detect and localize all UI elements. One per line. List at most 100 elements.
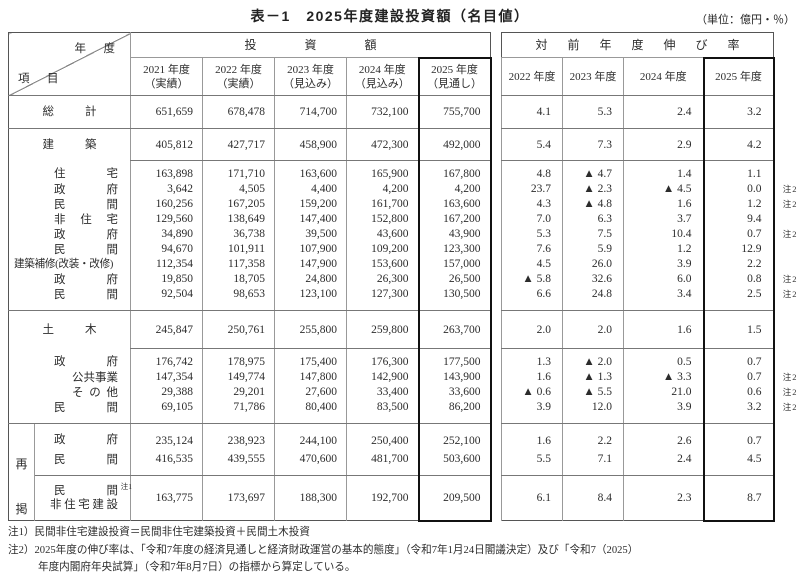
growth-value-cell: 7.5 — [562, 227, 624, 242]
growth-row-juutaku-seifu: 23.7 ▲ 2.3 ▲ 4.5 0.0 注2 — [501, 182, 797, 197]
growth-value-cell: 0.6 注2 — [702, 385, 797, 400]
investment-value-cell: 188,300 — [274, 475, 347, 521]
growth-value-cell: ▲ 5.5 — [562, 385, 624, 400]
growth-value-cell: 12.0 — [562, 400, 624, 424]
investment-value-cell: 107,900 — [274, 242, 347, 257]
row-label-cell: 政府 — [9, 227, 131, 242]
investment-value-cell: 26,300 — [346, 272, 419, 287]
growth-row-saikei-minkan-hijuutaku: 6.1 8.4 2.3 8.7 — [501, 475, 775, 522]
row-label-cell: 民間 注1 非住宅建設 — [35, 476, 132, 521]
row-label-line: 住宅 — [9, 167, 118, 181]
table-row-hijuutaku-minkan: 民間 94,670 101,911 107,900 109,200 123,300 — [9, 242, 492, 257]
investment-value-cell: 160,256 — [130, 197, 203, 212]
investment-value-cell: 651,659 — [130, 95, 203, 129]
growth-value-cell: ▲ 4.7 — [562, 160, 624, 182]
growth-value-cell: 23.7 — [501, 182, 563, 197]
growth-value-cell: 0.5 — [623, 348, 704, 370]
growth-value-cell: 2.9 — [623, 128, 704, 161]
investment-value-cell: 147,900 — [274, 257, 347, 272]
row-label-cell: 民間 — [34, 449, 131, 476]
investment-value-cell: 175,400 — [274, 348, 347, 370]
col-header-2025: 2025 年度 （見通し） — [417, 56, 492, 96]
row-label: 政府 — [54, 433, 118, 446]
growth-value-cell: 0.8 注2 — [702, 272, 797, 287]
investment-value-cell: 71,786 — [202, 400, 275, 424]
row-label-line: 政府 — [9, 355, 118, 369]
row-label-line: 民間 — [9, 198, 118, 212]
footnote-1: 注1）民間非住宅建設投資＝民間非住宅建築投資＋民間土木投資 — [8, 527, 310, 538]
growth-value-cell: 6.3 — [562, 212, 624, 227]
investment-value-cell: 4,200 — [346, 182, 419, 197]
row-label-cell: その他 — [9, 385, 131, 400]
investment-value-cell: 192,700 — [346, 475, 419, 521]
row-label: 総計 — [42, 106, 97, 118]
row-label: 政府 — [54, 183, 118, 196]
investment-value-cell: 86,200 — [417, 400, 492, 424]
growth-row-hoshuu-minkan: 6.6 24.8 3.4 2.5 注2 — [501, 287, 797, 311]
row-label: その他 — [72, 386, 118, 399]
investment-value-cell: 159,200 — [274, 197, 347, 212]
unit-label: （単位：億円・％） — [696, 14, 795, 26]
investment-value-cell: 27,600 — [274, 385, 347, 400]
growth-col-header-2022: 2022 年度 — [501, 57, 563, 96]
footnote-2-line1: 注2）2025年度の伸び率は、「令和7年度の経済見通しと経済財政運営の基本的態度… — [8, 544, 639, 556]
growth-value-cell: 5.5 — [501, 449, 563, 476]
growth-value-cell: 0.7 — [702, 423, 775, 450]
row-label: 民間 注1 — [54, 482, 132, 497]
growth-value-cell: 1.1 — [702, 160, 775, 182]
growth-value-cell: 26.0 — [562, 257, 624, 272]
row-label-line: 総計 — [9, 105, 130, 119]
footnote-2-line2: 年度内閣府年央試算」（令和7年8月7日）の指標から算定している。 — [38, 562, 356, 573]
growth-value-cell: 10.4 — [623, 227, 704, 242]
growth-value-cell: 1.5 — [702, 310, 775, 349]
investment-value-cell: 18,705 — [202, 272, 275, 287]
investment-value-cell: 98,653 — [202, 287, 275, 311]
row-label-line2: 非住宅建設 — [35, 498, 118, 512]
investment-value-cell: 147,354 — [130, 370, 203, 385]
corner-label-item: 項 目 — [18, 73, 62, 85]
row-label: 政府 — [54, 273, 118, 286]
note1-ref: 注1 — [120, 482, 132, 491]
investment-value-cell: 678,478 — [202, 95, 275, 129]
row-label-line: 民間 — [9, 288, 118, 302]
row-label-line: 土木 — [9, 323, 130, 337]
growth-value-cell: 8.7 — [702, 475, 775, 522]
investment-value-cell: 147,400 — [274, 212, 347, 227]
investment-value-cell: 176,300 — [346, 348, 419, 370]
row-label-cell: 公共事業 — [9, 370, 131, 385]
growth-value-cell: 0.0 注2 — [702, 182, 797, 197]
table-row-kenchiku: 建築 405,812 427,717 458,900 472,300 492,000 — [9, 128, 492, 161]
investment-value-cell: 24,800 — [274, 272, 347, 287]
row-label: 民間 — [54, 453, 118, 466]
growth-value-cell: ▲ 1.3 — [562, 370, 624, 385]
row-label-line: 公共事業 — [9, 371, 118, 385]
investment-value-cell: 427,717 — [202, 128, 275, 161]
growth-value-cell: 2.5 注2 — [702, 287, 797, 311]
row-label: 政府 — [54, 356, 118, 369]
growth-value-cell: 5.3 — [501, 227, 563, 242]
growth-col-header-2023: 2023 年度 — [562, 57, 624, 96]
col-header-2024: 2024 年度 （見込み） — [346, 57, 419, 96]
growth-row-doboku: 2.0 2.0 1.6 1.5 — [501, 310, 775, 349]
growth-value-cell: 7.6 — [501, 242, 563, 257]
growth-value-cell: 2.4 — [623, 449, 704, 476]
investment-value-cell: 235,124 — [130, 423, 203, 450]
row-label-cell: 建築補修(改装・改修) — [9, 257, 131, 272]
investment-value-cell: 167,205 — [202, 197, 275, 212]
row-label-line: 民間 — [35, 453, 118, 467]
investment-value-cell: 714,700 — [274, 95, 347, 129]
growth-value-cell: ▲ 0.6 — [501, 385, 563, 400]
table-row-hoshuu-minkan: 民間 92,504 98,653 123,100 127,300 130,500 — [8, 287, 492, 311]
growth-value-cell: 7.1 — [562, 449, 624, 476]
investment-value-cell: 143,900 — [417, 370, 492, 385]
investment-value-cell: 250,400 — [346, 423, 419, 450]
growth-value-cell: 1.4 — [623, 160, 704, 182]
investment-value-cell: 209,500 — [417, 475, 492, 522]
growth-value-cell: 3.9 — [623, 257, 704, 272]
row-label-cell: 民間 — [8, 287, 131, 311]
growth-row-saikei-minkan: 5.5 7.1 2.4 4.5 — [501, 449, 775, 476]
row-label: 建築補修(改装・改修) — [14, 259, 114, 270]
growth-row-juutaku-minkan: 4.3 ▲ 4.8 1.6 1.2 注2 — [501, 197, 797, 212]
table-row-sonota: その他 29,388 29,201 27,600 33,400 33,600 — [9, 385, 492, 400]
